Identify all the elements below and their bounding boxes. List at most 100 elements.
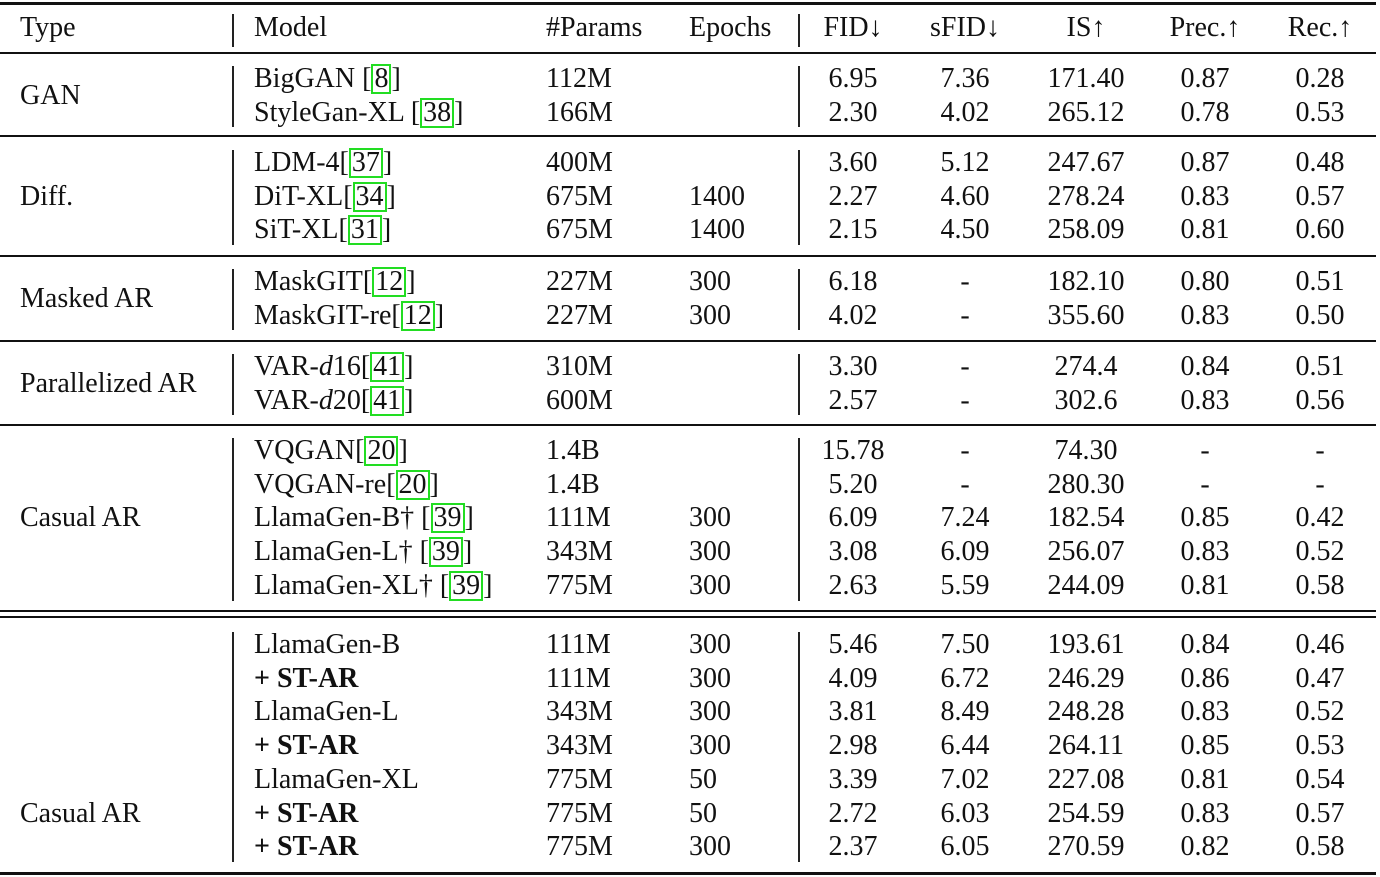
recall-value: 0.53 (1295, 96, 1345, 128)
citation-link[interactable]: 34 (352, 181, 387, 212)
model-label: + ST-AR (254, 831, 359, 863)
model-name: LlamaGen-L† [39] (254, 536, 473, 568)
model-name: LlamaGen-XL† [39] (254, 569, 493, 601)
model-name: + ST-AR (254, 662, 358, 696)
recall-value: - (1315, 468, 1325, 500)
citation-link[interactable]: 39 (428, 537, 463, 568)
params-value: 343M (546, 696, 613, 728)
citation-link[interactable]: 38 (420, 97, 455, 128)
precision-value: 0.83 (1180, 536, 1230, 568)
precision-value: 0.85 (1180, 730, 1230, 762)
is-value: 227.08 (1047, 763, 1125, 795)
model-name: VQGAN-re[20] (254, 468, 439, 500)
params-value: 343M (546, 730, 613, 762)
params-value: 675M (546, 180, 613, 212)
is-value: 264.11 (1048, 730, 1124, 762)
sfid-value: - (960, 435, 970, 466)
precision-value: 0.81 (1180, 763, 1230, 795)
column-divider (798, 632, 800, 862)
column-divider (232, 66, 234, 128)
precision-value: 0.86 (1180, 662, 1230, 694)
citation-link[interactable]: 20 (364, 436, 399, 466)
model-label: + ST-AR (254, 730, 359, 762)
recall-value: 0.57 (1295, 180, 1345, 212)
model-label: VQGAN (254, 435, 356, 466)
recall-value: 0.54 (1295, 763, 1345, 795)
group-type-label: Casual AR (20, 797, 141, 829)
model-suffix: 20 (332, 384, 361, 416)
epochs-value: 300 (689, 730, 731, 762)
precision-value: - (1200, 468, 1210, 500)
sfid-value: - (960, 384, 970, 416)
sfid-value: 7.36 (940, 63, 990, 94)
is-value: 280.30 (1047, 468, 1125, 500)
params-value: 1.4B (546, 435, 600, 466)
recall-value: 0.42 (1295, 502, 1345, 534)
params-value: 227M (546, 266, 613, 297)
fid-value: 3.08 (828, 536, 878, 568)
bottom-rule (0, 872, 1376, 875)
model-label: MaskGIT-re (254, 299, 392, 331)
model-name: LDM-4[37] (254, 147, 393, 178)
fid-value: 2.15 (828, 214, 878, 246)
params-value: 400M (546, 147, 613, 178)
citation-link[interactable]: 37 (348, 148, 383, 178)
params-value: 227M (546, 299, 613, 331)
model-name: + ST-AR (254, 830, 358, 864)
group-rule (0, 424, 1376, 426)
model-variable: d (318, 384, 333, 416)
citation-link[interactable]: 41 (370, 385, 405, 416)
model-label: LlamaGen-B (254, 629, 401, 660)
recall-value: 0.60 (1295, 214, 1345, 246)
model-name: DiT-XL[34] (254, 180, 396, 212)
citation-link[interactable]: 39 (430, 503, 465, 534)
fid-value: 3.39 (828, 763, 878, 795)
params-value: 111M (546, 629, 611, 660)
column-header-epochs: Epochs (689, 12, 772, 43)
fid-value: 2.98 (828, 730, 878, 762)
column-divider (798, 14, 800, 47)
fid-value: 6.95 (828, 63, 878, 94)
citation-link[interactable]: 12 (372, 267, 407, 297)
citation-link[interactable]: 8 (371, 64, 392, 94)
model-name: VAR-d20[41] (254, 384, 414, 416)
group-type-label: Diff. (20, 180, 74, 212)
model-label: VAR- (254, 351, 319, 382)
is-value: 171.40 (1047, 63, 1125, 94)
model-label: LlamaGen-XL† (254, 569, 440, 601)
citation-link[interactable]: 12 (400, 300, 435, 331)
is-value: 182.10 (1047, 266, 1125, 297)
is-value: 246.29 (1047, 662, 1125, 694)
fid-value: 2.27 (828, 180, 878, 212)
citation-link[interactable]: 31 (347, 215, 382, 246)
model-name: LlamaGen-B (254, 628, 400, 662)
recall-value: 0.57 (1295, 797, 1345, 829)
model-name: SiT-XL[31] (254, 214, 392, 246)
precision-value: - (1200, 435, 1210, 466)
params-value: 775M (546, 569, 613, 601)
sfid-value: 7.50 (940, 629, 990, 660)
sfid-value: 8.49 (940, 696, 990, 728)
citation-link[interactable]: 20 (395, 469, 430, 500)
precision-value: 0.87 (1180, 63, 1230, 94)
fid-value: 2.30 (828, 96, 878, 128)
citation-link[interactable]: 41 (370, 352, 405, 382)
model-name: LlamaGen-XL (254, 763, 419, 797)
column-divider (798, 438, 800, 601)
model-name: MaskGIT[12] (254, 266, 416, 297)
citation-link[interactable]: 39 (449, 570, 484, 601)
precision-value: 0.84 (1180, 629, 1230, 660)
model-name: LlamaGen-B† [39] (254, 502, 474, 534)
model-name: + ST-AR (254, 797, 358, 831)
params-value: 775M (546, 797, 613, 829)
precision-value: 0.83 (1180, 797, 1230, 829)
column-header-is: IS↑ (1066, 12, 1106, 43)
params-value: 675M (546, 214, 613, 246)
fid-value: 2.37 (828, 831, 878, 863)
params-value: 310M (546, 351, 613, 382)
sfid-value: 6.05 (940, 831, 990, 863)
is-value: 256.07 (1047, 536, 1125, 568)
model-label: MaskGIT (254, 266, 363, 297)
params-value: 112M (546, 63, 612, 94)
